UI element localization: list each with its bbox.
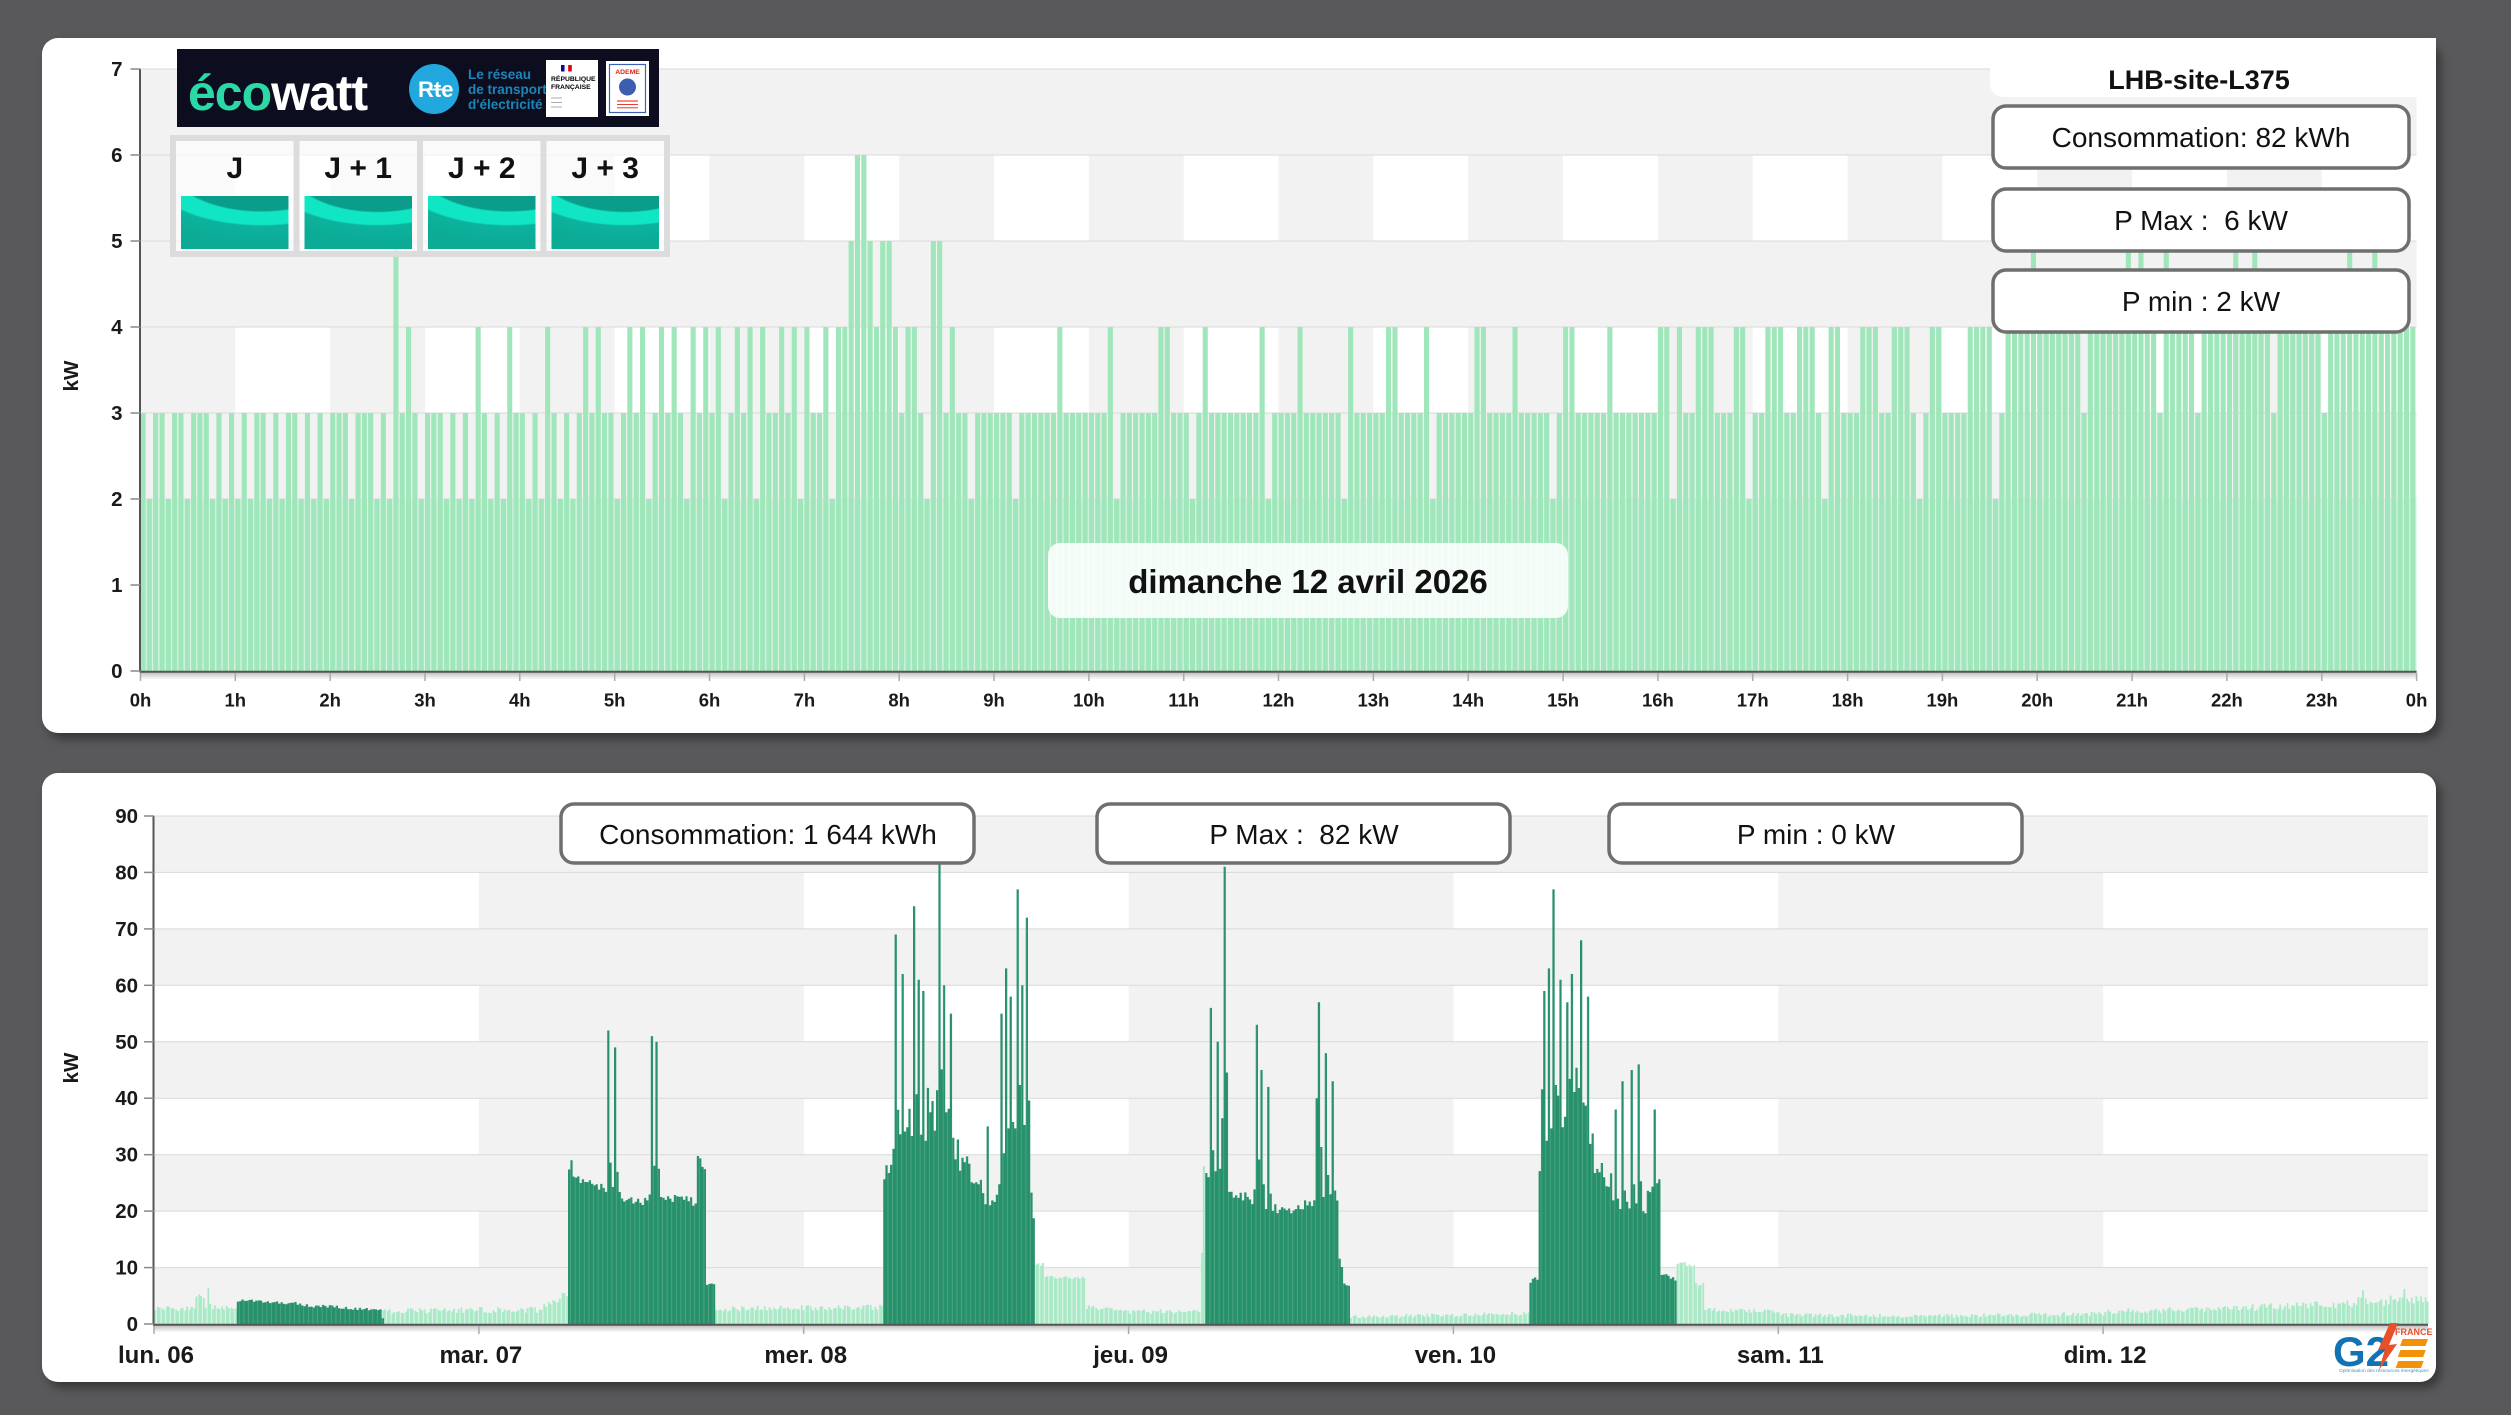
svg-text:4: 4 xyxy=(111,316,123,339)
svg-text:80: 80 xyxy=(115,861,138,884)
svg-text:kW: kW xyxy=(60,360,83,391)
svg-text:17h: 17h xyxy=(1737,690,1769,711)
svg-text:0h: 0h xyxy=(2406,690,2428,711)
svg-text:sam. 11: sam. 11 xyxy=(1737,1342,1824,1369)
svg-text:P Max : 6 kW: P Max : 6 kW xyxy=(2114,205,2288,236)
svg-text:12h: 12h xyxy=(1263,690,1295,711)
svg-text:11h: 11h xyxy=(1168,690,1199,711)
svg-text:1: 1 xyxy=(111,574,122,597)
svg-text:13h: 13h xyxy=(1357,690,1389,711)
svg-text:Consommation: 82 kWh: Consommation: 82 kWh xyxy=(2052,122,2351,153)
svg-text:20h: 20h xyxy=(2021,690,2053,711)
svg-text:P min : 0 kW: P min : 0 kW xyxy=(1737,819,1896,850)
svg-text:RÉPUBLIQUE: RÉPUBLIQUE xyxy=(551,74,596,83)
svg-text:0: 0 xyxy=(127,1313,138,1336)
svg-text:16h: 16h xyxy=(1642,690,1674,711)
svg-text:14h: 14h xyxy=(1452,690,1484,711)
svg-text:18h: 18h xyxy=(1832,690,1864,711)
svg-text:6h: 6h xyxy=(699,690,721,711)
svg-text:G2: G2 xyxy=(2333,1328,2389,1375)
svg-text:7: 7 xyxy=(111,58,122,81)
svg-text:de transport: de transport xyxy=(468,82,547,97)
svg-text:J + 3: J + 3 xyxy=(571,152,639,185)
svg-text:3h: 3h xyxy=(414,690,436,711)
svg-text:P Max : 82 kW: P Max : 82 kW xyxy=(1209,819,1399,850)
svg-text:21h: 21h xyxy=(2116,690,2148,711)
svg-text:5: 5 xyxy=(111,230,122,253)
svg-text:40: 40 xyxy=(115,1087,138,1110)
svg-text:dimanche 12 avril 2026: dimanche 12 avril 2026 xyxy=(1128,563,1488,600)
svg-text:10: 10 xyxy=(115,1257,138,1280)
svg-text:10h: 10h xyxy=(1073,690,1105,711)
svg-text:dim. 12: dim. 12 xyxy=(2064,1342,2147,1369)
svg-text:écowatt: écowatt xyxy=(188,65,369,121)
svg-text:FRANÇAISE: FRANÇAISE xyxy=(551,84,591,91)
svg-text:J: J xyxy=(226,152,243,185)
svg-text:J + 2: J + 2 xyxy=(448,152,516,185)
svg-text:5h: 5h xyxy=(604,690,626,711)
svg-text:P min : 2 kW: P min : 2 kW xyxy=(2122,286,2281,317)
svg-text:0h: 0h xyxy=(130,690,152,711)
svg-text:2h: 2h xyxy=(319,690,341,711)
svg-text:mer. 08: mer. 08 xyxy=(764,1342,847,1369)
svg-text:4h: 4h xyxy=(509,690,531,711)
svg-text:60: 60 xyxy=(115,974,138,997)
svg-text:20: 20 xyxy=(115,1200,138,1223)
svg-text:2: 2 xyxy=(111,488,122,511)
svg-text:Optimisation des ressources én: Optimisation des ressources énergétiques xyxy=(2339,1368,2429,1374)
svg-text:9h: 9h xyxy=(983,690,1005,711)
svg-text:mar. 07: mar. 07 xyxy=(440,1342,523,1369)
svg-text:50: 50 xyxy=(115,1031,138,1054)
svg-text:jeu. 09: jeu. 09 xyxy=(1092,1342,1168,1369)
svg-text:LHB-site-L375: LHB-site-L375 xyxy=(2108,65,2290,95)
svg-text:J + 1: J + 1 xyxy=(324,152,392,185)
svg-text:kW: kW xyxy=(60,1052,83,1083)
svg-text:3: 3 xyxy=(111,402,122,425)
svg-text:7h: 7h xyxy=(794,690,816,711)
svg-text:ADEME: ADEME xyxy=(615,69,640,76)
svg-text:90: 90 xyxy=(115,805,138,828)
svg-text:22h: 22h xyxy=(2211,690,2243,711)
svg-text:Consommation: 1 644 kWh: Consommation: 1 644 kWh xyxy=(599,819,937,850)
svg-text:8h: 8h xyxy=(888,690,910,711)
svg-text:1h: 1h xyxy=(225,690,247,711)
svg-text:Le réseau: Le réseau xyxy=(468,67,531,82)
svg-text:FRANCE: FRANCE xyxy=(2395,1327,2433,1337)
svg-text:70: 70 xyxy=(115,918,138,941)
svg-text:15h: 15h xyxy=(1547,690,1579,711)
svg-text:30: 30 xyxy=(115,1144,138,1167)
svg-text:6: 6 xyxy=(111,144,122,167)
svg-text:23h: 23h xyxy=(2306,690,2338,711)
svg-text:lun. 06: lun. 06 xyxy=(118,1342,194,1369)
svg-text:ven. 10: ven. 10 xyxy=(1415,1342,1496,1369)
svg-text:0: 0 xyxy=(111,660,122,683)
svg-text:d'électricité: d'électricité xyxy=(468,97,543,112)
svg-text:19h: 19h xyxy=(1926,690,1958,711)
